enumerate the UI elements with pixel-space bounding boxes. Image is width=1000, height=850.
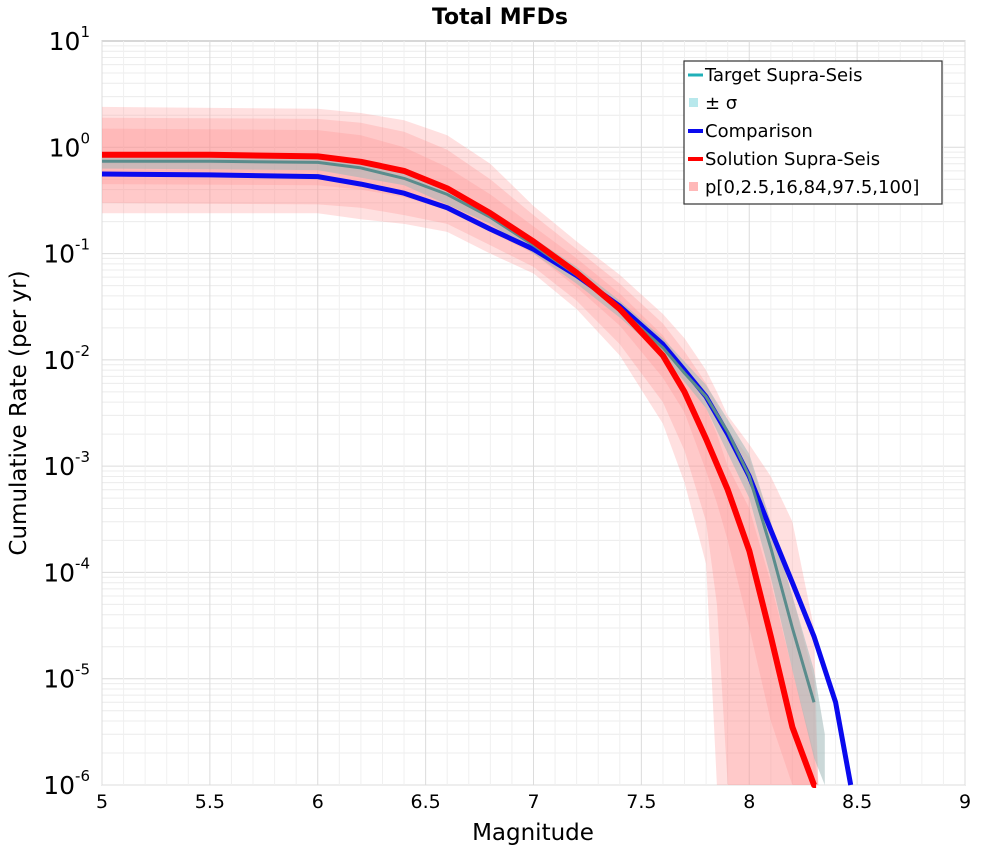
series-line-comparison [101, 171, 854, 786]
x-axis-label: Magnitude [472, 820, 594, 846]
x-tick-label: 7 [527, 791, 539, 813]
y-tick-label: 100 [49, 129, 90, 162]
series-lines [101, 151, 854, 788]
y-axis-label: Cumulative Rate (per yr) [6, 270, 32, 555]
percentile-band-p2_5-p97_5 [102, 117, 819, 785]
y-tick-label: 101 [49, 23, 90, 56]
y-axis-ticks: 10-6 10-5 10-4 10-3 10-2 10-1 100 101 [43, 23, 90, 800]
x-tick-label: 7.5 [626, 791, 656, 813]
y-tick-label: 10-2 [43, 342, 90, 375]
legend-label: p[0,2.5,16,84,97.5,100] [705, 177, 919, 198]
y-tick-label: 10-3 [43, 448, 90, 481]
legend-box [683, 60, 943, 205]
legend-label: Target Supra-Seis [704, 65, 862, 86]
series-line-solution-supra-seis [102, 151, 817, 788]
y-tick-label: 10-4 [43, 554, 90, 587]
x-tick-label: 5 [96, 791, 108, 813]
legend-label: Comparison [705, 121, 813, 142]
x-tick-label: 6.5 [411, 791, 441, 813]
chart-title: Total MFDs [432, 5, 568, 30]
y-tick-label: 10-5 [43, 661, 90, 694]
legend-label: ± σ [705, 93, 737, 114]
legend-swatch-patch [689, 182, 698, 191]
x-tick-label: 5.5 [195, 791, 225, 813]
legend: Target Supra-Seis ± σ Comparison Solution S… [683, 60, 943, 205]
y-tick-label: 10-6 [43, 767, 90, 800]
legend-label: Solution Supra-Seis [705, 149, 880, 170]
legend-swatch-patch [689, 98, 698, 107]
x-tick-label: 8.5 [842, 791, 872, 813]
x-tick-label: 8 [743, 791, 755, 813]
x-tick-label: 6 [312, 791, 324, 813]
y-tick-label: 10-1 [43, 236, 90, 269]
x-tick-label: 9 [959, 791, 971, 813]
x-axis-ticks: 5 5.5 6 6.5 7 7.5 8 8.5 9 [96, 791, 971, 813]
